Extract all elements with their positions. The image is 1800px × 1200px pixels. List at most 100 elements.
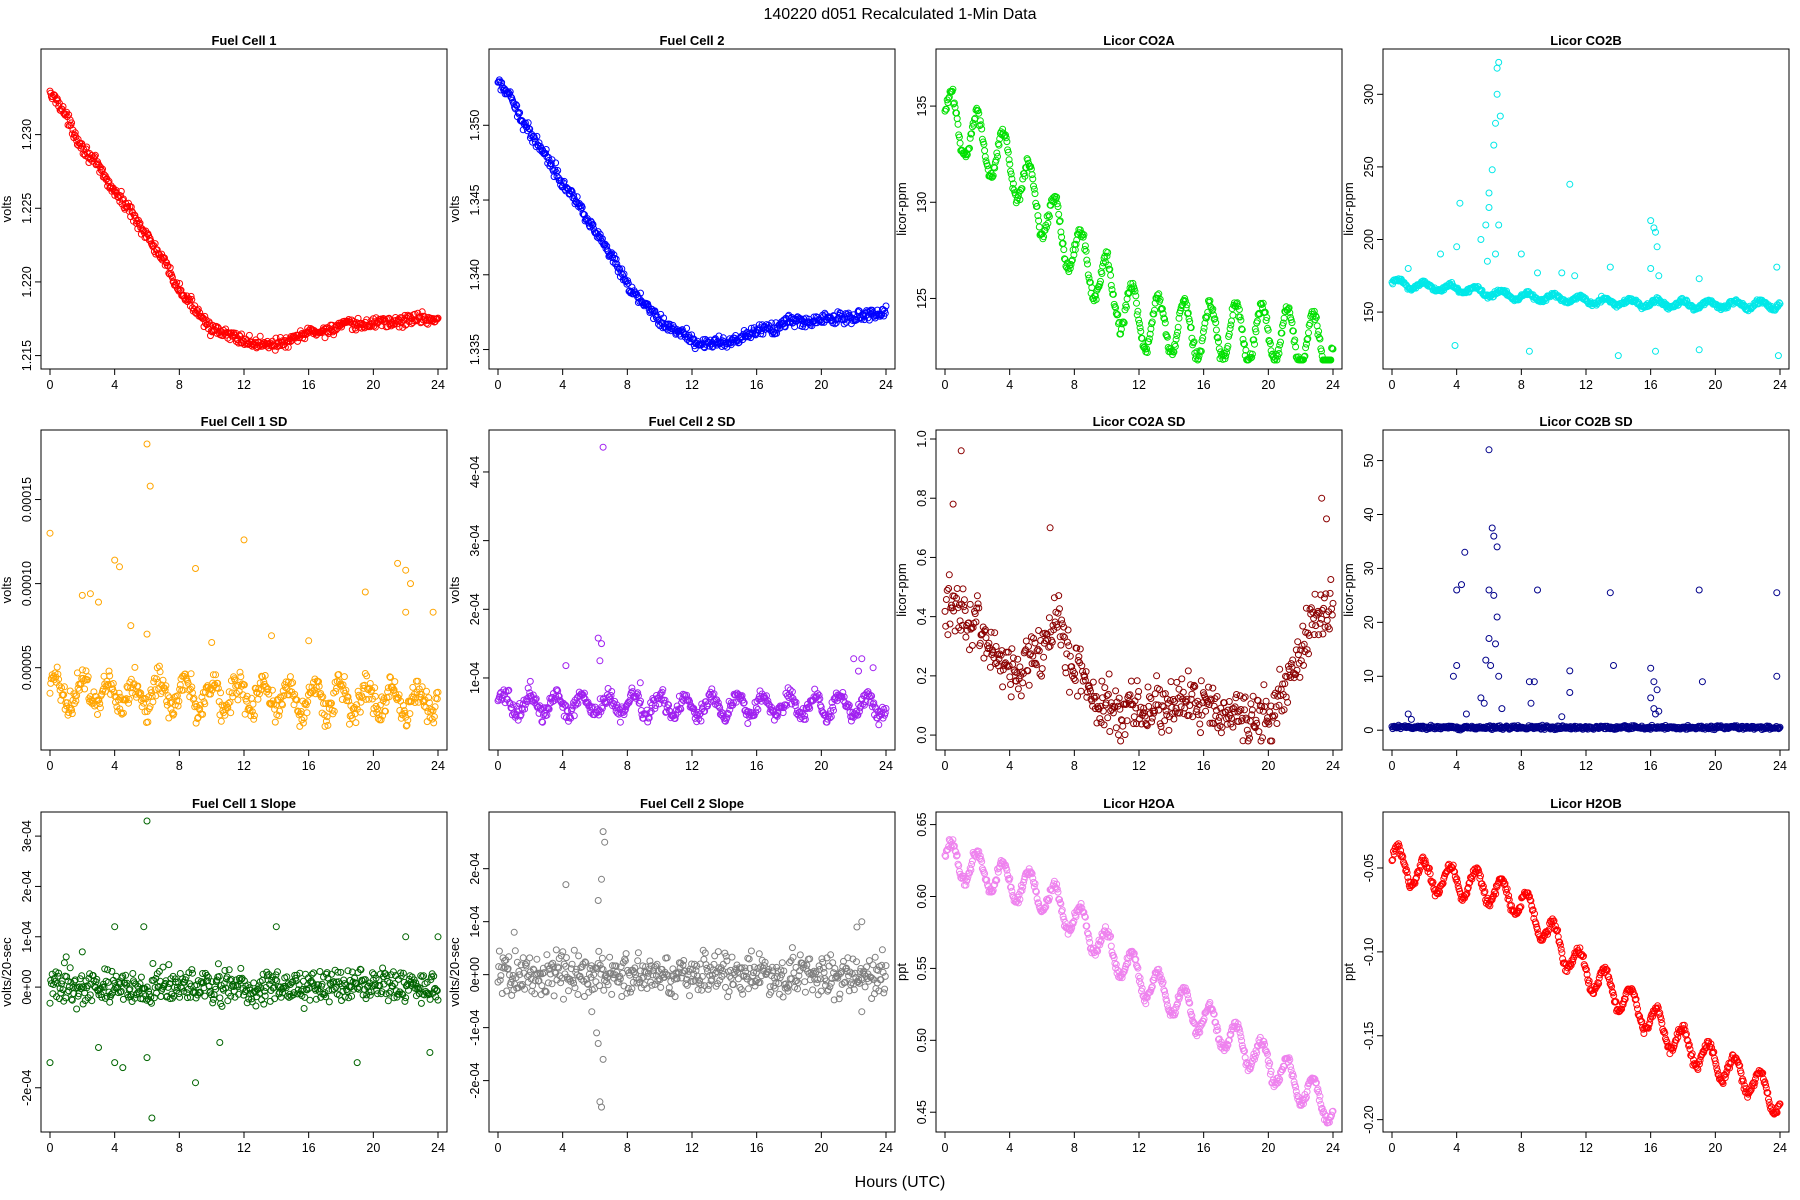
data-point	[1086, 687, 1094, 695]
data-point	[1155, 706, 1163, 714]
data-point	[351, 710, 359, 718]
data-point	[570, 712, 578, 720]
data-point	[950, 100, 958, 108]
data-point	[64, 711, 72, 719]
data-point	[1104, 249, 1112, 256]
data-point	[555, 692, 563, 700]
data-point	[1092, 693, 1100, 700]
data-point	[1081, 673, 1089, 681]
data-point	[1273, 356, 1281, 364]
data-point	[801, 712, 809, 720]
data-point	[1271, 354, 1279, 362]
data-point	[806, 704, 814, 712]
data-point	[1068, 663, 1076, 671]
data-point	[1029, 175, 1037, 183]
data-point	[723, 714, 731, 722]
data-point	[975, 109, 983, 117]
data-point	[1279, 319, 1287, 327]
x-tick-label: 16	[302, 378, 316, 392]
data-point	[1099, 694, 1107, 702]
data-point	[959, 585, 967, 593]
data-point	[131, 663, 139, 671]
data-point	[371, 684, 379, 692]
data-point	[118, 710, 126, 718]
data-point	[1066, 264, 1074, 272]
data-point	[829, 703, 837, 711]
data-point	[397, 714, 405, 722]
data-point	[1073, 644, 1081, 652]
data-point	[1068, 256, 1076, 264]
data-point	[550, 173, 558, 181]
y-tick-label: 0e+00	[20, 969, 34, 1004]
data-point	[201, 312, 209, 320]
data-point	[1008, 175, 1016, 183]
data-point	[816, 695, 824, 703]
data-point	[1030, 182, 1037, 190]
data-point	[1133, 311, 1141, 319]
outlier-point	[95, 598, 102, 606]
data-point	[53, 663, 61, 671]
data-point	[1002, 131, 1009, 139]
data-point	[1007, 693, 1015, 701]
data-point	[560, 177, 568, 185]
data-point	[1288, 319, 1296, 327]
y-tick-label: 2e-04	[468, 593, 482, 625]
data-point	[1198, 337, 1206, 345]
data-point	[1032, 661, 1040, 669]
x-tick-label: 16	[302, 759, 316, 773]
data-series	[941, 85, 1337, 364]
data-point	[844, 700, 852, 708]
data-point	[1040, 653, 1048, 661]
panel-title: Licor CO2A SD	[1093, 414, 1186, 429]
data-point	[1247, 354, 1255, 362]
data-point	[257, 686, 265, 694]
data-point	[1028, 660, 1036, 668]
data-point	[1235, 306, 1243, 313]
y-tick-label: 0.8	[915, 489, 929, 506]
data-point	[1100, 721, 1108, 729]
data-point	[1194, 355, 1202, 363]
outlier-point	[1695, 346, 1703, 354]
data-point	[729, 699, 737, 707]
data-point	[560, 699, 567, 707]
outlier-point	[1650, 224, 1658, 232]
data-point	[185, 295, 193, 303]
data-point	[324, 721, 332, 729]
data-point	[289, 679, 297, 687]
data-point	[683, 324, 691, 332]
data-point	[119, 195, 127, 203]
data-point	[1199, 328, 1207, 336]
y-axis-label: licor-ppm	[894, 182, 909, 235]
data-point	[101, 687, 109, 695]
data-point	[1133, 299, 1140, 307]
data-point	[352, 719, 360, 727]
data-point	[115, 689, 123, 697]
data-point	[645, 714, 653, 722]
data-point	[1107, 281, 1115, 289]
data-point	[579, 210, 587, 218]
data-point	[589, 221, 597, 228]
data-point	[734, 691, 742, 699]
data-point	[989, 649, 997, 657]
outlier-point	[46, 529, 54, 537]
data-point	[881, 709, 889, 717]
data-point	[966, 134, 974, 142]
outlier-point	[1488, 166, 1496, 174]
x-tick-label: 12	[1579, 759, 1593, 773]
outlier-point	[1614, 352, 1622, 360]
data-point	[659, 686, 667, 694]
data-point	[1302, 344, 1310, 352]
y-tick-label: 0.00010	[20, 561, 34, 606]
data-point	[1145, 702, 1153, 710]
data-point	[1144, 683, 1152, 691]
data-point	[570, 191, 578, 199]
x-tick-label: 16	[750, 378, 764, 392]
x-axis: 0 4 8 12 16 20 24	[942, 749, 1340, 773]
data-point	[1188, 334, 1196, 342]
panel-title: Licor CO2B SD	[1539, 414, 1632, 429]
outlier-point	[1492, 119, 1499, 127]
data-point	[1070, 675, 1078, 682]
data-point	[1292, 343, 1300, 351]
data-point	[512, 101, 520, 109]
